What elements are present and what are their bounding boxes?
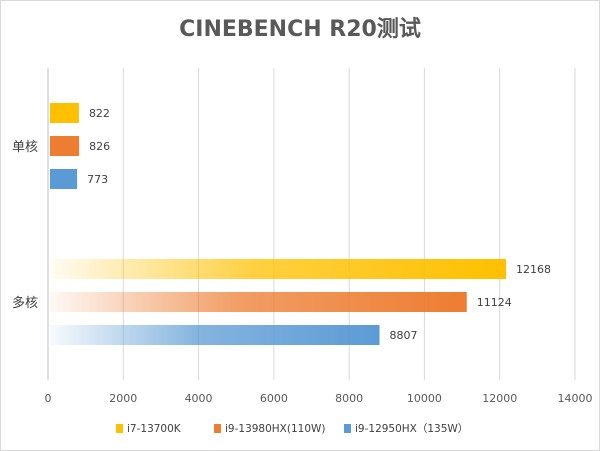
x-tick-label: 6000 [260, 392, 288, 405]
data-label: 8807 [390, 329, 418, 342]
chart-title: CINEBENCH R20测试 [179, 17, 421, 42]
legend: i7-13700K i9-13980HX(110W) i9-12950HX（135W… [116, 423, 468, 435]
x-tick-label: 12000 [482, 392, 517, 405]
bar [50, 103, 79, 123]
bars [50, 103, 507, 345]
legend-label: i9-12950HX（135W） [355, 423, 468, 435]
x-tick-label: 8000 [335, 392, 363, 405]
category-label: 单核 [12, 140, 38, 155]
x-tick-label: 14000 [558, 392, 593, 405]
x-tick-label: 10000 [407, 392, 442, 405]
data-label: 822 [89, 107, 110, 120]
data-label: 11124 [477, 296, 512, 309]
category-label: 多核 [12, 295, 38, 311]
legend-swatch [116, 424, 123, 433]
legend-swatch [344, 424, 351, 433]
x-tick-label: 4000 [185, 392, 213, 405]
bar [50, 292, 467, 312]
data-label: 773 [87, 173, 108, 186]
legend-label: i7-13700K [127, 423, 182, 435]
legend-label: i9-13980HX(110W) [225, 423, 326, 435]
bar [50, 325, 380, 345]
data-label: 12168 [516, 263, 551, 276]
data-labels: 822 826 773 12168 11124 8807 [87, 107, 551, 342]
legend-swatch [214, 424, 221, 433]
bar [50, 136, 80, 156]
bar [50, 259, 507, 279]
data-label: 826 [89, 140, 110, 153]
x-tick-label: 0 [45, 392, 52, 405]
x-axis-ticks: 0 2000 4000 6000 8000 10000 12000 14000 [45, 392, 593, 405]
x-tick-label: 2000 [109, 392, 137, 405]
bar [50, 169, 78, 189]
